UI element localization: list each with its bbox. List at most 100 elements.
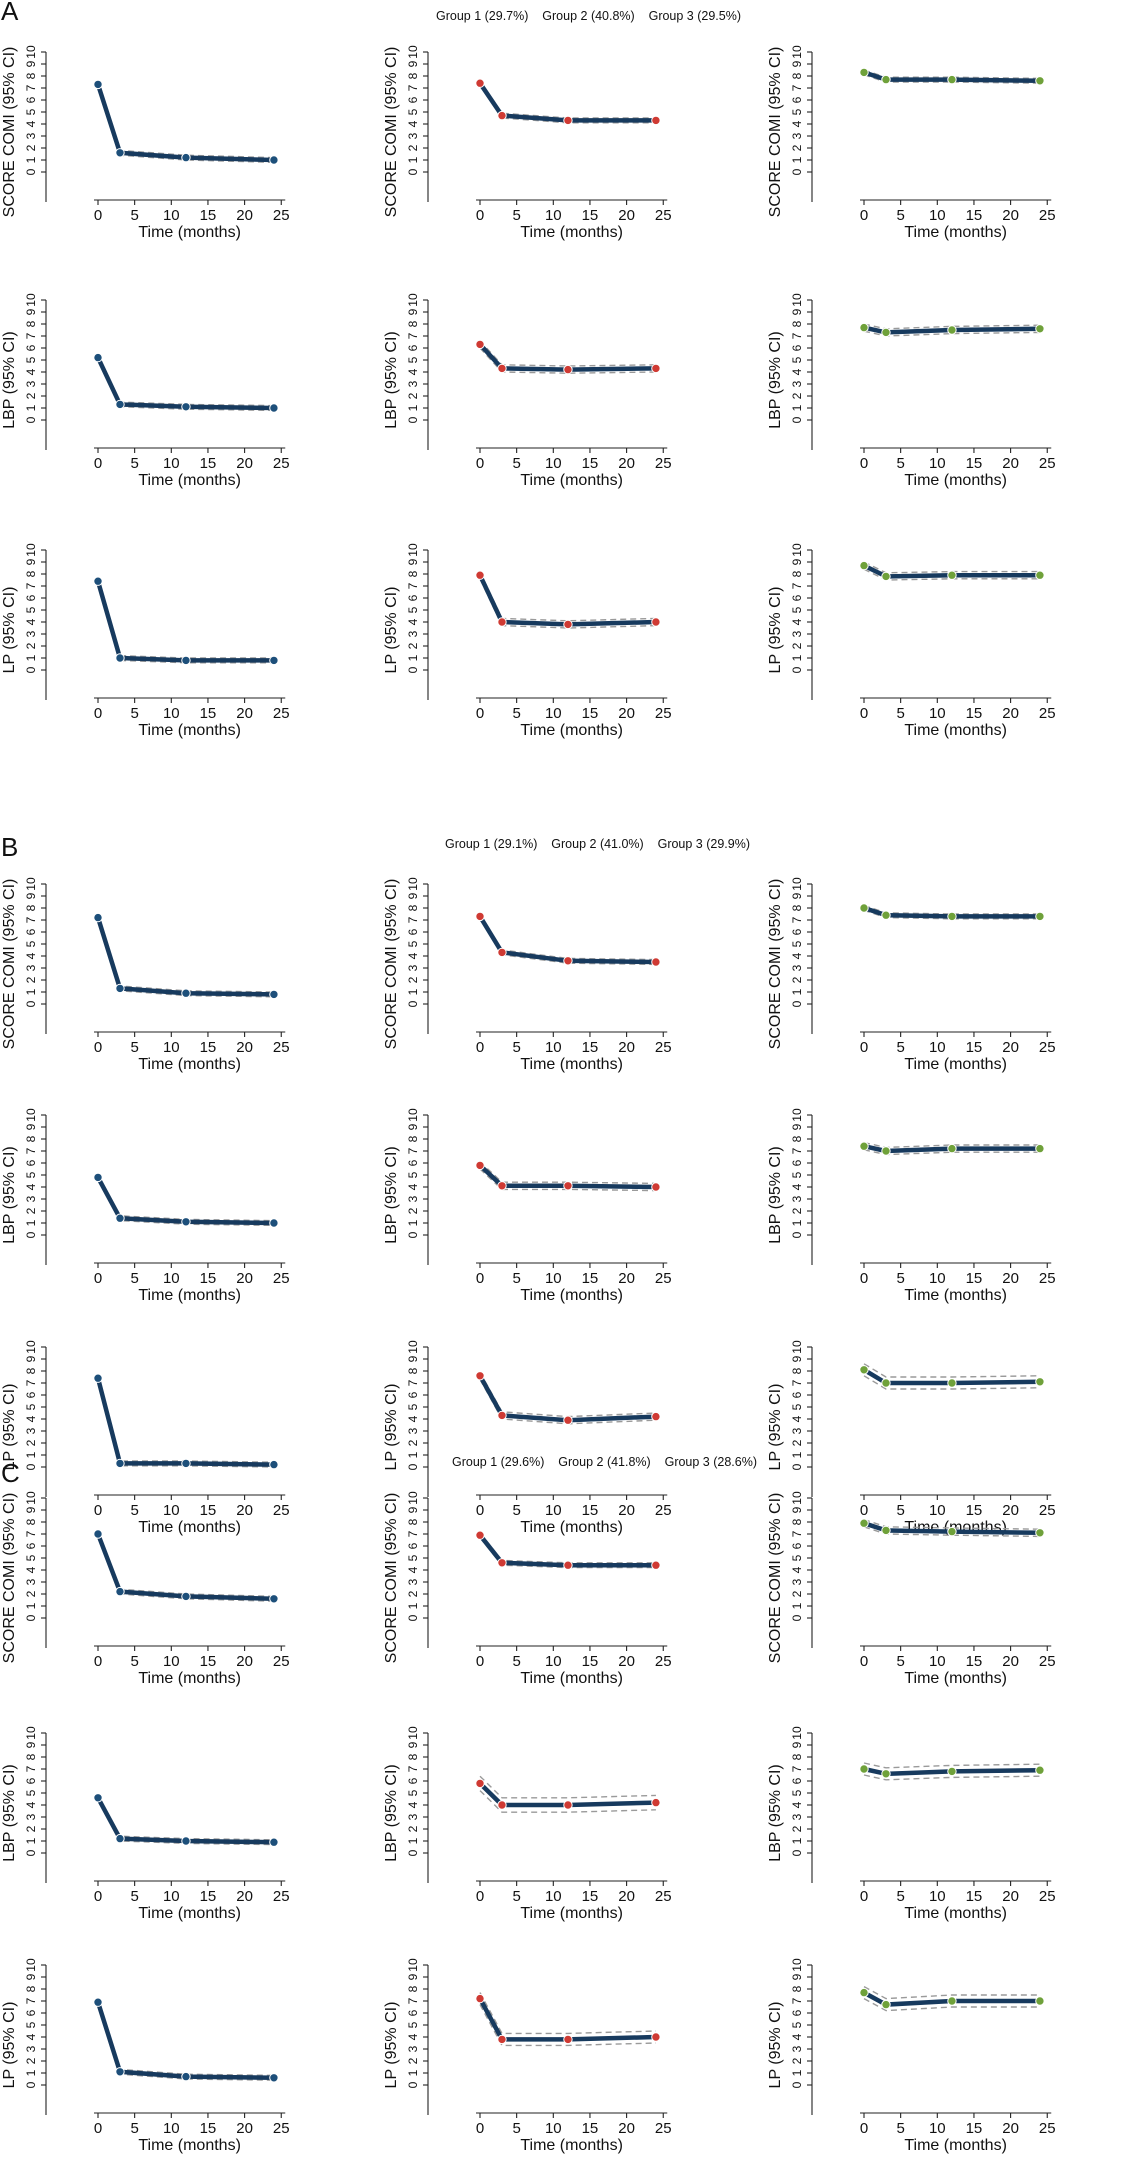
data-point [497, 110, 507, 121]
y-tick-label: 0 [406, 1231, 420, 1238]
data-point [881, 1378, 891, 1388]
y-tick-label: 1 [24, 1602, 38, 1609]
y-tick-label: 10 [406, 1726, 420, 1740]
group-proportions-a: Group 1 (29.7%) Group 2 (40.8%) Group 3 … [436, 9, 741, 23]
ci-upper-line [479, 340, 656, 367]
y-tick-label: 4 [24, 1566, 38, 1573]
x-tick-label: 5 [130, 1270, 138, 1287]
ci-lower-line [479, 1168, 656, 1192]
y-tick-label: 5 [790, 1171, 804, 1178]
y-tick-label: 6 [790, 1777, 804, 1784]
ci-upper-line [97, 1375, 274, 1463]
ci-upper-line [479, 571, 656, 622]
x-tick-label: 25 [273, 2120, 290, 2137]
y-tick-label: 8 [790, 1135, 804, 1142]
data-point [93, 79, 103, 90]
y-tick-label: 10 [790, 293, 804, 307]
y-axis-label: LBP (95% CI) [383, 331, 400, 429]
x-tick-label: 20 [236, 1039, 253, 1056]
data-point [181, 988, 191, 998]
ci-lower-line [863, 1149, 1040, 1156]
x-tick-label: 25 [273, 1653, 290, 1670]
y-tick-label: 10 [790, 1726, 804, 1740]
y-tick-label: 5 [24, 356, 38, 363]
data-point [497, 1558, 507, 1568]
y-tick-label: 6 [406, 1777, 420, 1784]
x-tick-label: 20 [1002, 705, 1019, 722]
data-point [859, 1987, 869, 1998]
y-tick-label: 4 [406, 618, 420, 625]
x-tick-label: 20 [1002, 1502, 1019, 1519]
panel-c-header: C Group 1 (29.6%) Group 2 (41.8%) Group … [1, 1455, 757, 1488]
ci-lower-line [479, 1790, 656, 1813]
y-tick-label: 10 [406, 1108, 420, 1122]
x-axis-label: Time (months) [520, 1056, 623, 1073]
y-tick-label: 6 [406, 344, 420, 351]
x-tick-label: 20 [236, 1653, 253, 1670]
y-tick-label: 1 [790, 1837, 804, 1844]
x-tick-label: 15 [582, 455, 599, 472]
x-tick-label: 10 [163, 1653, 180, 1670]
x-tick-label: 10 [929, 207, 946, 224]
data-point [475, 339, 485, 350]
data-point [497, 1800, 507, 1810]
y-tick-label: 0 [24, 168, 38, 175]
ci-lower-line [97, 2004, 274, 2081]
data-point [1035, 1377, 1045, 1387]
y-tick-label: 5 [24, 1789, 38, 1796]
data-point [859, 67, 869, 78]
y-tick-label: 10 [406, 543, 420, 557]
x-tick-label: 0 [476, 1653, 484, 1670]
group-proportions-b: Group 1 (29.1%) Group 2 (41.0%) Group 3 … [445, 837, 750, 851]
data-point [947, 1526, 957, 1537]
y-tick-label: 3 [406, 1578, 420, 1585]
x-axis-label: Time (months) [520, 1519, 623, 1536]
y-tick-label: 10 [790, 1108, 804, 1122]
x-tick-label: 5 [896, 1653, 904, 1670]
y-axis-label: LBP (95% CI) [383, 1146, 400, 1244]
y-axis-label: LBP (95% CI) [1, 1764, 18, 1862]
y-tick-label: 7 [406, 84, 420, 91]
y-tick-label: 5 [790, 1403, 804, 1410]
y-tick-label: 3 [406, 2045, 420, 2052]
x-tick-label: 5 [896, 1502, 904, 1519]
x-tick-label: 15 [966, 1888, 983, 1905]
y-tick-label: 8 [790, 320, 804, 327]
x-tick-label: 10 [163, 1888, 180, 1905]
y-axis-label: LP (95% CI) [1, 1384, 18, 1471]
data-point [1035, 76, 1045, 86]
y-tick-label: 0 [406, 1000, 420, 1007]
data-point [269, 2073, 279, 2083]
x-tick-label: 5 [512, 455, 520, 472]
y-tick-label: 8 [24, 72, 38, 79]
x-tick-label: 10 [545, 1502, 562, 1519]
y-tick-label: 5 [406, 356, 420, 363]
x-tick-label: 15 [966, 2120, 983, 2137]
y-tick-label: 2 [406, 1590, 420, 1597]
ci-lower-line [863, 1375, 1040, 1390]
x-tick-label: 0 [94, 705, 102, 722]
y-tick-label: 9 [406, 1741, 420, 1748]
x-axis-label: Time (months) [904, 1056, 1007, 1073]
y-tick-label: 10 [24, 877, 38, 891]
y-axis-label: SCORE COMI (95% CI) [767, 1493, 784, 1664]
y-tick-label: 7 [790, 1530, 804, 1537]
x-tick-label: 25 [1039, 1270, 1056, 1287]
data-point [475, 1778, 485, 1789]
data-point [859, 1141, 869, 1151]
group-proportions-c: Group 1 (29.6%) Group 2 (41.8%) Group 3 … [452, 1455, 757, 1469]
y-tick-label: 8 [24, 1518, 38, 1525]
data-point [563, 1415, 573, 1425]
y-tick-label: 3 [406, 964, 420, 971]
y-tick-label: 8 [406, 1518, 420, 1525]
x-tick-label: 10 [929, 705, 946, 722]
x-tick-label: 0 [94, 1270, 102, 1287]
y-tick-label: 3 [406, 132, 420, 139]
mean-trajectory-line [95, 1999, 277, 2081]
mean-trajectory-line [861, 563, 1043, 579]
y-tick-label: 10 [24, 1108, 38, 1122]
